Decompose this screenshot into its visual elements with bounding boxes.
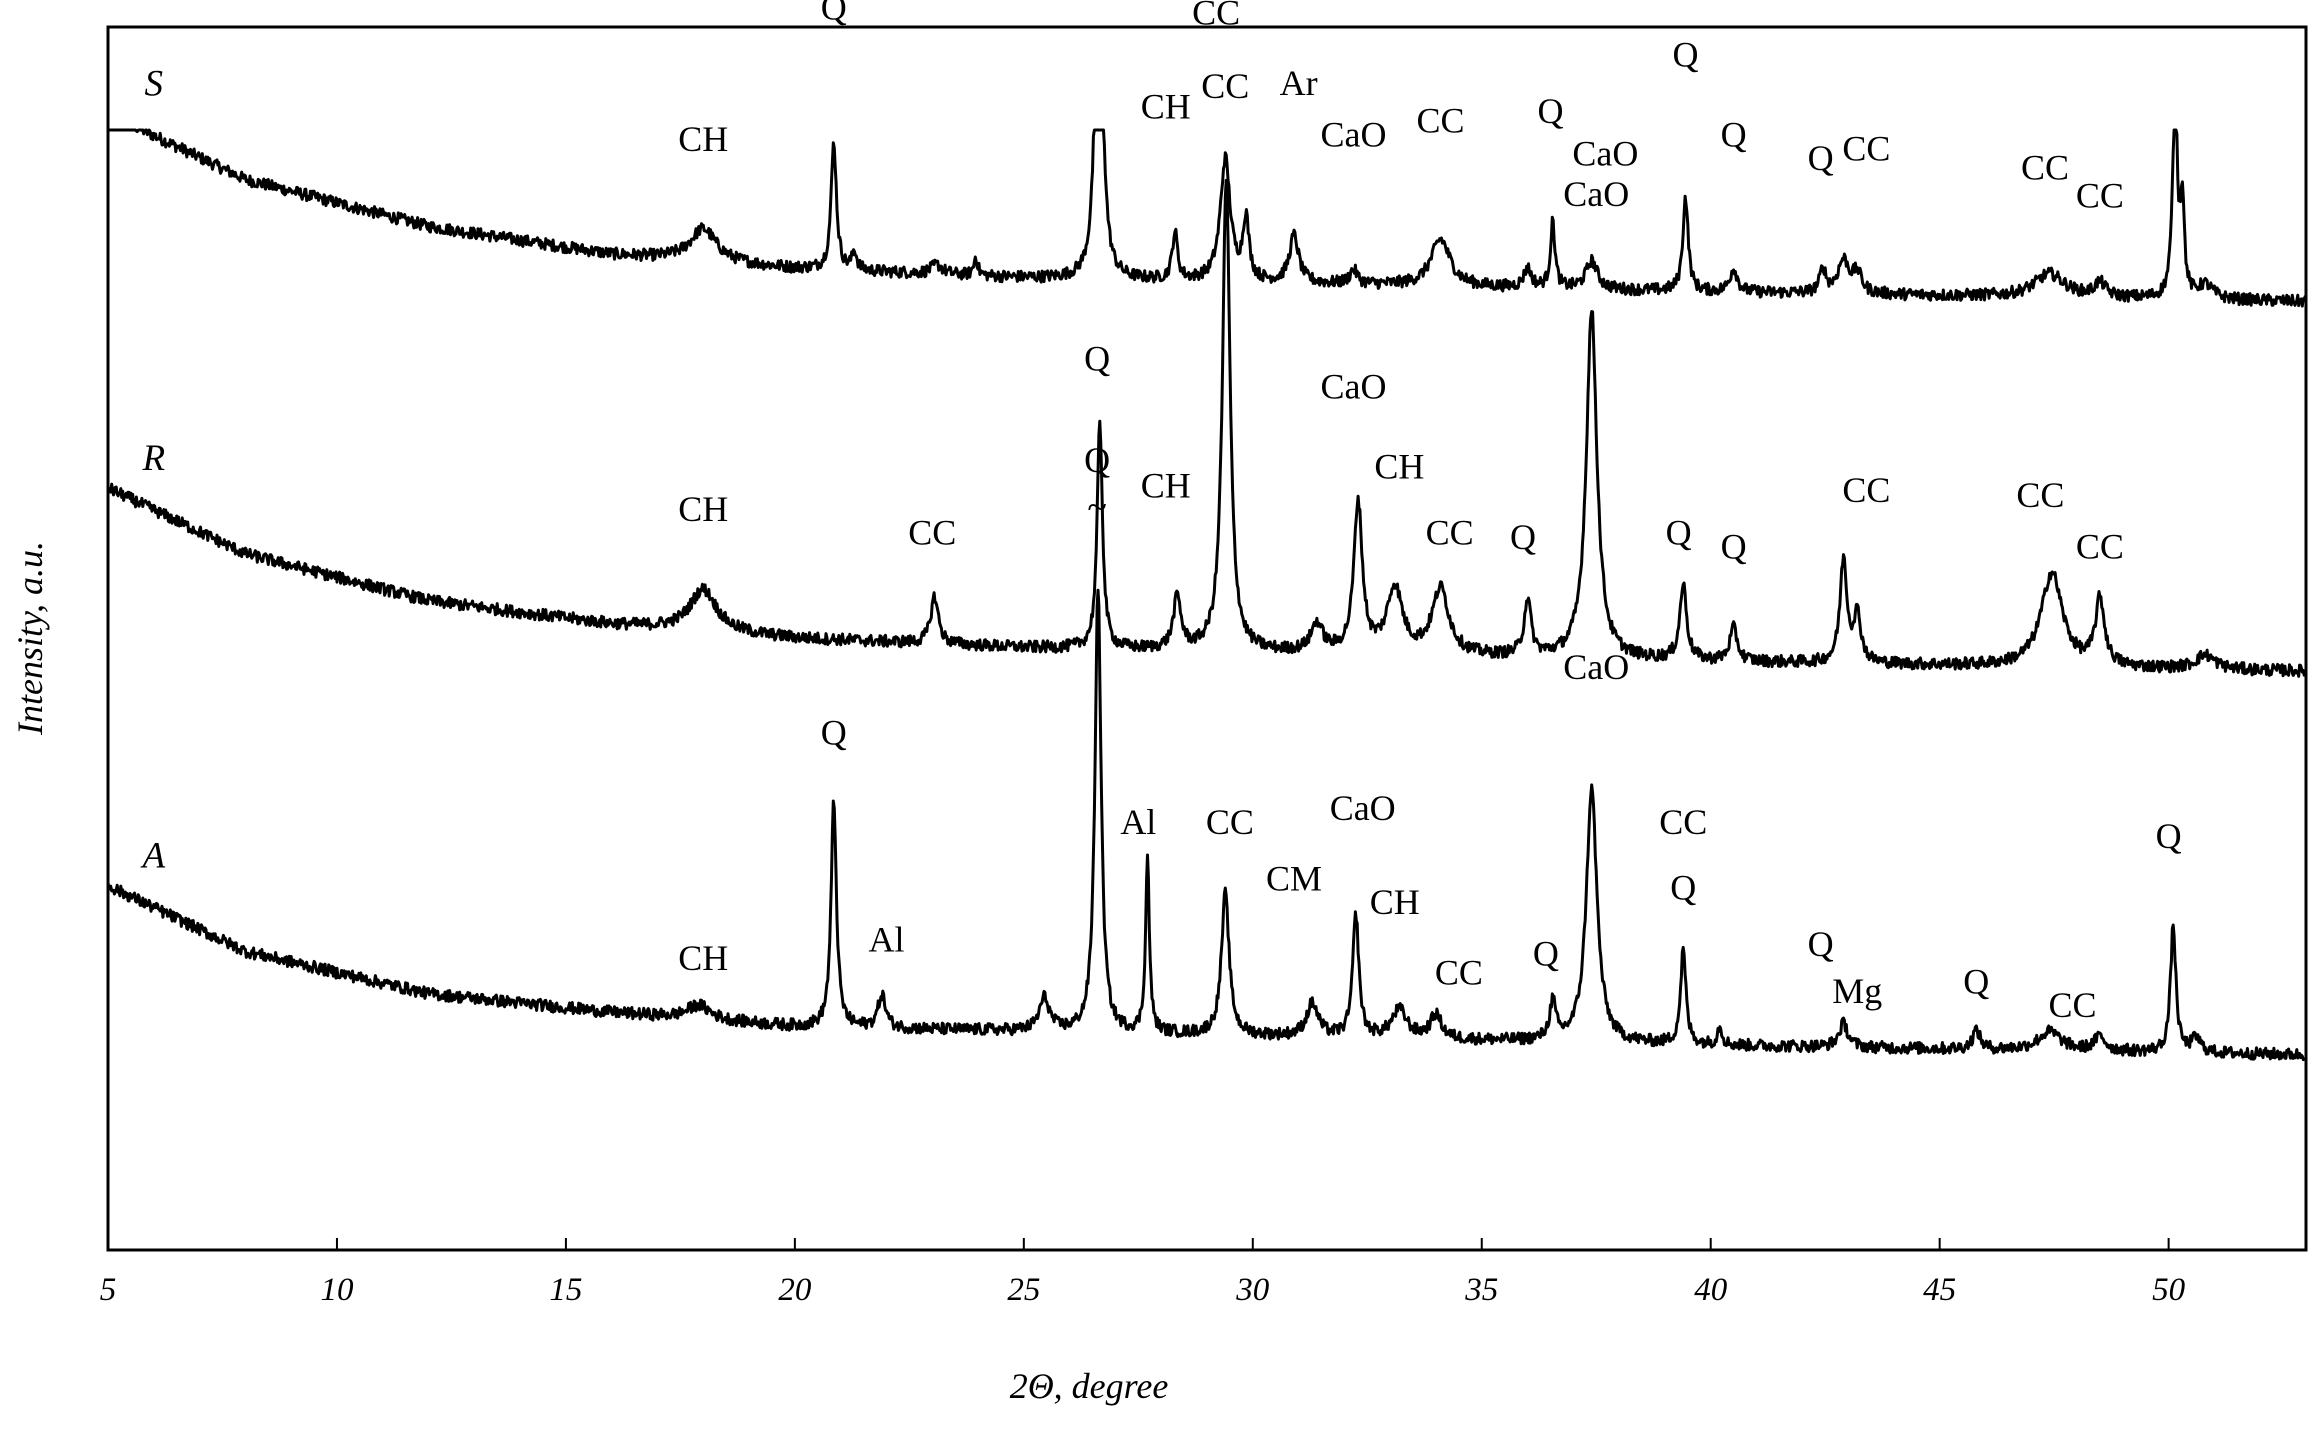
peak-label: CH (1141, 86, 1191, 126)
peak-label: Q (2156, 816, 2182, 856)
x-tick-label: 45 (1923, 1272, 1956, 1308)
x-tick-label: 10 (320, 1272, 354, 1308)
plot-frame (106, 25, 2308, 1252)
peak-label: CaO (1563, 647, 1629, 687)
x-tick-label: 30 (1235, 1272, 1270, 1308)
peak-label: Q (1721, 527, 1747, 567)
series-line-r (107, 178, 2308, 678)
peak-label: Ar (1280, 63, 1318, 103)
peak-label: ~ (1087, 487, 1106, 527)
x-tick-label: 50 (2152, 1272, 2186, 1308)
peak-label: CH (678, 489, 728, 529)
peak-label: Q (1721, 115, 1747, 155)
x-tick-label: 35 (1464, 1272, 1498, 1308)
peak-label: Q (1808, 138, 1834, 178)
peak-label: CC (1842, 129, 1890, 169)
y-axis-title: Intensity, a.u. (10, 541, 50, 736)
peak-label: Q (1537, 91, 1563, 131)
x-axis-ticks: 5 10 15 20 25 30 35 40 45 50 (100, 1238, 2186, 1308)
peak-label: Q (1963, 962, 1989, 1002)
peak-label: CC (2021, 147, 2069, 187)
series-line-a (106, 588, 2307, 1062)
peak-label: CH (678, 119, 728, 159)
peak-label: CC (1201, 66, 1249, 106)
peak-label: CC (1206, 802, 1254, 842)
peak-label: CC (1426, 512, 1474, 552)
x-axis-title: 2Θ, degree (1010, 1366, 1169, 1406)
peak-label: Q (821, 0, 847, 28)
peak-label: Q (1808, 924, 1834, 964)
peak-label: CH (1141, 465, 1191, 505)
peak-label: CC (2016, 475, 2064, 515)
peak-label: CC (2048, 985, 2096, 1025)
peak-label: Mg (1832, 971, 1882, 1011)
series-line-s (107, 128, 2307, 308)
peak-label: CH (1374, 447, 1424, 487)
peak-label: Q (1510, 517, 1536, 557)
series-name-a: A (139, 836, 165, 877)
series-name-s: S (145, 64, 164, 105)
peak-label: CaO (1321, 367, 1387, 407)
x-tick-label: 15 (549, 1272, 582, 1308)
peak-label: Q (821, 713, 847, 753)
series-layer (106, 128, 2308, 1062)
peak-label: CC (1435, 952, 1483, 992)
peak-label: CaO (1572, 133, 1638, 173)
peak-label: CaO (1330, 788, 1396, 828)
peak-label: CaO (1563, 174, 1629, 214)
peak-label: Q (1666, 512, 1692, 552)
peak-label: Al (1120, 802, 1156, 842)
peak-label: CM (1266, 858, 1322, 898)
series-name-r: R (141, 438, 165, 479)
peak-label: Q (1084, 440, 1110, 480)
peak-label: CC (2076, 176, 2124, 216)
peak-label: CC (1192, 0, 1240, 32)
peak-label: CC (1417, 100, 1465, 140)
peak-label-layer: SCHQQ~CHCCArCaOCCQCaOQQQCCCCCCQRCHCCQCHC… (139, 0, 2182, 1025)
peak-label: CH (678, 938, 728, 978)
x-tick-label: 25 (1007, 1272, 1040, 1308)
peak-label: Q (1670, 868, 1696, 908)
peak-label: CH (1370, 882, 1420, 922)
x-tick-label: 40 (1694, 1272, 1728, 1308)
peak-label: Q (1084, 339, 1110, 379)
peak-label: CC (1659, 802, 1707, 842)
peak-label: CaO (1321, 115, 1387, 155)
peak-label: Q (1673, 35, 1699, 75)
x-tick-label: 20 (778, 1272, 812, 1308)
peak-label: CC (2076, 527, 2124, 567)
x-tick-label: 5 (100, 1272, 117, 1308)
peak-label: CC (908, 512, 956, 552)
peak-label: Al (868, 919, 904, 959)
peak-label: CC (1842, 470, 1890, 510)
peak-label: Q (1533, 934, 1559, 974)
